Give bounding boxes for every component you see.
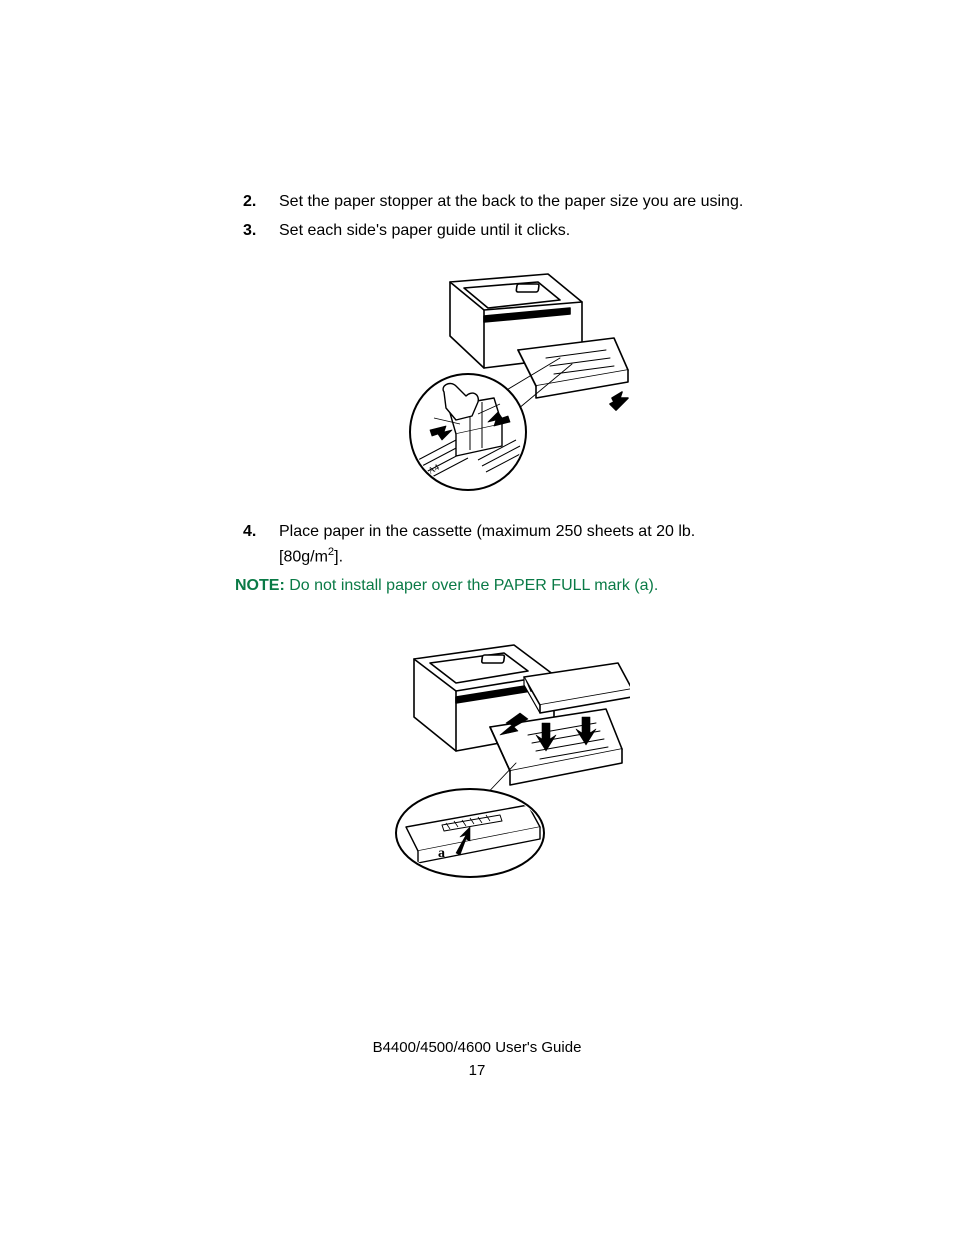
footer-page-number: 17 xyxy=(0,1060,954,1083)
list-text: Set the paper stopper at the back to the… xyxy=(279,190,755,213)
figure-paper-guide: A4 xyxy=(235,264,755,494)
list-number: 4. xyxy=(235,520,279,568)
figure-paper-full: a xyxy=(235,631,755,881)
content-column: 2. Set the paper stopper at the back to … xyxy=(235,190,755,907)
list-number: 3. xyxy=(235,219,279,242)
list-item: 3. Set each side's paper guide until it … xyxy=(235,219,755,242)
printer-guide-illustration: A4 xyxy=(360,264,630,494)
list-item: 2. Set the paper stopper at the back to … xyxy=(235,190,755,213)
note-label: NOTE: xyxy=(235,577,285,594)
footer: B4400/4500/4600 User's Guide 17 xyxy=(0,1037,954,1082)
note: NOTE: Do not install paper over the PAPE… xyxy=(235,574,755,597)
list-text: Set each side's paper guide until it cli… xyxy=(279,219,755,242)
list-text: Place paper in the cassette (maximum 250… xyxy=(279,520,755,568)
list-text-post: ]. xyxy=(334,548,343,565)
list-item: 4. Place paper in the cassette (maximum … xyxy=(235,520,755,568)
footer-title: B4400/4500/4600 User's Guide xyxy=(0,1037,954,1060)
printer-full-illustration: a xyxy=(360,631,630,881)
note-text: Do not install paper over the PAPER FULL… xyxy=(285,577,658,594)
list-number: 2. xyxy=(235,190,279,213)
a-label: a xyxy=(438,846,445,861)
page: 2. Set the paper stopper at the back to … xyxy=(0,0,954,1235)
